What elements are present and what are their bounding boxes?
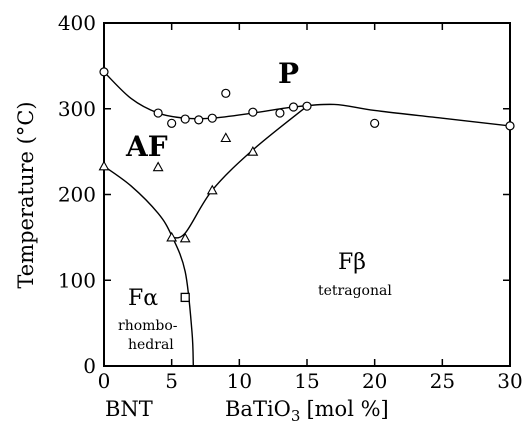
data-markers bbox=[98, 67, 515, 303]
x-tick-label: 10 bbox=[227, 369, 252, 393]
circle-point bbox=[207, 113, 217, 123]
x-axis-label-unit: [mol %] bbox=[306, 397, 388, 421]
triangle-point bbox=[152, 161, 164, 172]
triangle-point bbox=[98, 160, 110, 171]
circle-point bbox=[275, 108, 285, 118]
bnt-label: BNT bbox=[105, 397, 153, 421]
region-sublabel-rhombo: rhombo- bbox=[118, 318, 178, 334]
x-tick-label: 0 bbox=[98, 369, 111, 393]
ffa-boundary bbox=[171, 105, 308, 239]
y-tick-label: 100 bbox=[58, 268, 96, 292]
circle-point bbox=[302, 101, 312, 111]
circle-point bbox=[194, 115, 204, 125]
x-axis-label-main: BaTiO bbox=[225, 397, 291, 421]
y-tick-label: 0 bbox=[83, 354, 96, 378]
circle-point bbox=[370, 118, 380, 128]
triangle-point bbox=[247, 145, 259, 156]
region-label-af: AF bbox=[125, 130, 168, 163]
ticks-group bbox=[103, 22, 511, 367]
region-sublabel-tetragonal: tetragonal bbox=[318, 283, 392, 299]
circle-point bbox=[248, 107, 258, 117]
circle-point bbox=[221, 88, 231, 98]
y-axis-label: Temperature (°C) bbox=[14, 101, 38, 288]
x-tick-label: 5 bbox=[165, 369, 178, 393]
circle-point bbox=[288, 102, 299, 112]
triangle-point bbox=[166, 231, 178, 242]
y-tick-label: 400 bbox=[58, 11, 96, 35]
circle-point bbox=[505, 121, 515, 131]
circle-point bbox=[153, 108, 163, 118]
triangle-point bbox=[179, 232, 191, 243]
x-axis-label-subscript: 3 bbox=[291, 407, 301, 425]
region-label-f-alpha: Fα bbox=[128, 286, 158, 311]
x-axis-label: BaTiO3 [mol %] bbox=[225, 397, 389, 425]
circle-point bbox=[180, 114, 190, 124]
circle-point bbox=[167, 118, 177, 128]
x-tick-label: 30 bbox=[497, 369, 522, 393]
x-tick-label: 25 bbox=[430, 369, 455, 393]
circle-point bbox=[99, 67, 109, 77]
region-label-p: P bbox=[278, 57, 299, 90]
y-tick-label: 200 bbox=[58, 183, 96, 207]
y-tick-label: 300 bbox=[58, 97, 96, 121]
region-label-f-beta: Fβ bbox=[338, 250, 366, 275]
p-boundary bbox=[103, 71, 511, 127]
triangle-point bbox=[220, 132, 232, 143]
triangle-point bbox=[206, 184, 218, 195]
region-sublabel-hedral: hedral bbox=[128, 337, 174, 353]
x-tick-label: 20 bbox=[362, 369, 387, 393]
square-point bbox=[180, 292, 190, 303]
x-tick-label: 15 bbox=[294, 369, 319, 393]
plot-frame bbox=[103, 22, 511, 367]
